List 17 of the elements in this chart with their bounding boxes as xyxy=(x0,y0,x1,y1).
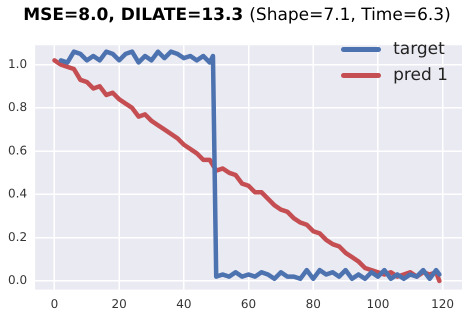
y-tick-label: 0.0 xyxy=(8,273,28,288)
y-tick-label: 1.0 xyxy=(8,56,28,71)
x-tick-label: 80 xyxy=(306,296,321,311)
y-tick-label: 0.8 xyxy=(8,100,28,114)
x-tick-label: 40 xyxy=(176,296,192,311)
chart-subtitle: (Shape=7.1, Time=6.3) xyxy=(249,5,451,25)
x-tick-label: 100 xyxy=(366,296,390,311)
legend-label: pred 1 xyxy=(393,65,448,85)
y-tick-label: 0.2 xyxy=(8,230,28,244)
x-tick-label: 20 xyxy=(112,296,127,311)
x-tick-label: 120 xyxy=(431,296,454,311)
x-tick-label: 0 xyxy=(50,296,58,311)
x-tick-label: 60 xyxy=(240,296,256,311)
chart-title: MSE=8.0, DILATE=13.3 xyxy=(23,5,244,25)
y-tick-label: 0.6 xyxy=(8,143,28,158)
legend-label: target xyxy=(393,39,445,59)
y-tick-label: 0.4 xyxy=(8,186,28,201)
